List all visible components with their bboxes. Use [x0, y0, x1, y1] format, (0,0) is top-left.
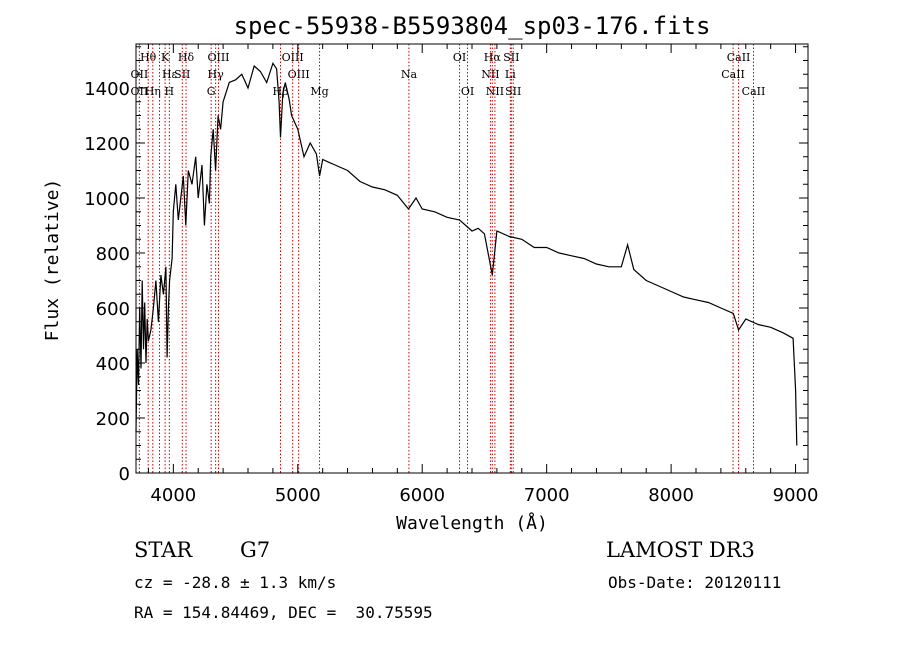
line-label: K: [161, 51, 170, 64]
obs-date: Obs-Date: 20120111: [608, 573, 782, 592]
line-label: OIII: [288, 68, 310, 81]
spectrum-line: [135, 61, 798, 446]
x-tick-label: 5000: [275, 485, 321, 506]
x-tick-label: 8000: [648, 485, 694, 506]
line-label: Hγ: [208, 68, 225, 81]
line-label: CaII: [727, 51, 751, 64]
x-tick-label: 7000: [524, 485, 570, 506]
line-label: OI: [453, 51, 466, 64]
y-tick-label: 1400: [84, 79, 130, 100]
line-label: NII: [481, 68, 499, 81]
survey-name: LAMOST DR3: [606, 538, 755, 562]
emission-line-markers: [138, 44, 754, 473]
line-label: Hδ: [178, 51, 195, 64]
y-tick-label: 200: [96, 409, 130, 430]
line-label: CaII: [742, 85, 766, 98]
x-axis-label: Wavelength (Å): [396, 512, 548, 534]
object-class: STAR: [134, 538, 193, 562]
line-label: Na: [401, 68, 418, 81]
line-label: SII: [505, 85, 521, 98]
y-tick-label: 800: [96, 244, 130, 265]
y-tick-label: 0: [119, 464, 130, 485]
x-tick-label: 9000: [773, 485, 819, 506]
y-tick-label: 1200: [84, 134, 130, 155]
line-label: SII: [503, 51, 519, 64]
y-axis-label: Flux (relative): [42, 179, 63, 342]
coordinates: RA = 154.84469, DEC = 30.75595: [134, 603, 433, 622]
y-tick-label: 400: [96, 354, 130, 375]
y-axis: 0 200 400 600 800 1000 1200 1400: [84, 46, 808, 485]
line-label: H: [165, 85, 175, 98]
x-axis: 4000 5000 6000 7000 8000 9000: [147, 44, 819, 506]
line-label: Hε: [162, 68, 178, 81]
line-label: OIII: [207, 51, 229, 64]
y-tick-label: 1000: [84, 189, 130, 210]
line-label: Mg: [310, 85, 328, 98]
line-label: NII: [486, 85, 504, 98]
plot-frame: [135, 43, 809, 474]
line-label: OI: [461, 85, 474, 98]
line-label: Hη: [145, 85, 161, 98]
redshift-text: cz = -28.8 ± 1.3 km/s: [134, 573, 337, 592]
x-tick-label: 4000: [150, 485, 196, 506]
line-label: OIII: [282, 51, 304, 64]
line-label: SII: [174, 68, 190, 81]
x-tick-label: 6000: [399, 485, 445, 506]
line-label: Hα: [484, 51, 502, 64]
chart-title: spec-55938-B5593804_sp03-176.fits: [234, 12, 711, 40]
line-label: Li: [505, 68, 516, 81]
line-label: CaII: [721, 68, 745, 81]
object-subclass: G7: [240, 538, 271, 562]
line-label: Hθ: [140, 51, 157, 64]
y-tick-label: 600: [96, 299, 130, 320]
line-label: G: [207, 85, 216, 98]
